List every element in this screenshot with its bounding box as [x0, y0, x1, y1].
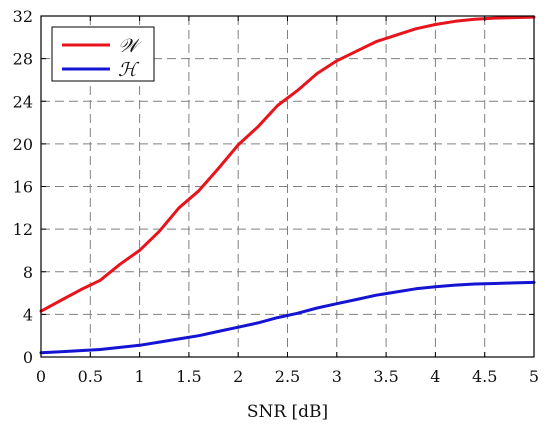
- grid: [41, 16, 534, 357]
- x-tick-label: 1.5: [176, 367, 201, 386]
- x-axis-title: SNR [dB]: [247, 402, 328, 422]
- legend-box: [51, 26, 155, 82]
- axis-ticks: [40, 15, 535, 358]
- x-tick-label: 0.5: [78, 367, 103, 386]
- x-tick-label: 1: [135, 367, 145, 386]
- y-tick-label: 8: [23, 263, 33, 282]
- y-tick-label: 32: [13, 7, 33, 26]
- series-line-2: [39, 280, 536, 355]
- y-tick-label: 0: [23, 348, 33, 367]
- x-tick-label: 2.5: [275, 367, 300, 386]
- x-tick-label: 4: [430, 367, 440, 386]
- x-tick-label: 3.5: [373, 367, 398, 386]
- series-lines: [39, 15, 536, 355]
- y-tick-label: 24: [13, 92, 33, 111]
- x-tick-label: 5: [529, 367, 539, 386]
- y-axis-tick-labels: 0 4 8 12 16 20 24 28 32: [13, 7, 33, 367]
- y-tick-label: 28: [13, 50, 33, 69]
- legend-label-series-1: 𝒲: [118, 35, 142, 57]
- legend: 𝒲 ℋ: [51, 26, 155, 82]
- series-line-1: [39, 15, 536, 313]
- x-axis-tick-labels: 0 0.5 1 1.5 2 2.5 3 3.5 4 4.5 5: [36, 367, 539, 386]
- x-tick-label: 3: [332, 367, 342, 386]
- y-tick-label: 4: [23, 305, 33, 324]
- y-tick-label: 16: [13, 178, 33, 197]
- x-tick-label: 2: [233, 367, 243, 386]
- x-tick-label: 0: [36, 367, 46, 386]
- x-tick-label: 4.5: [472, 367, 497, 386]
- y-tick-label: 12: [13, 220, 33, 239]
- y-tick-label: 20: [13, 135, 33, 154]
- legend-label-series-2: ℋ: [118, 59, 140, 81]
